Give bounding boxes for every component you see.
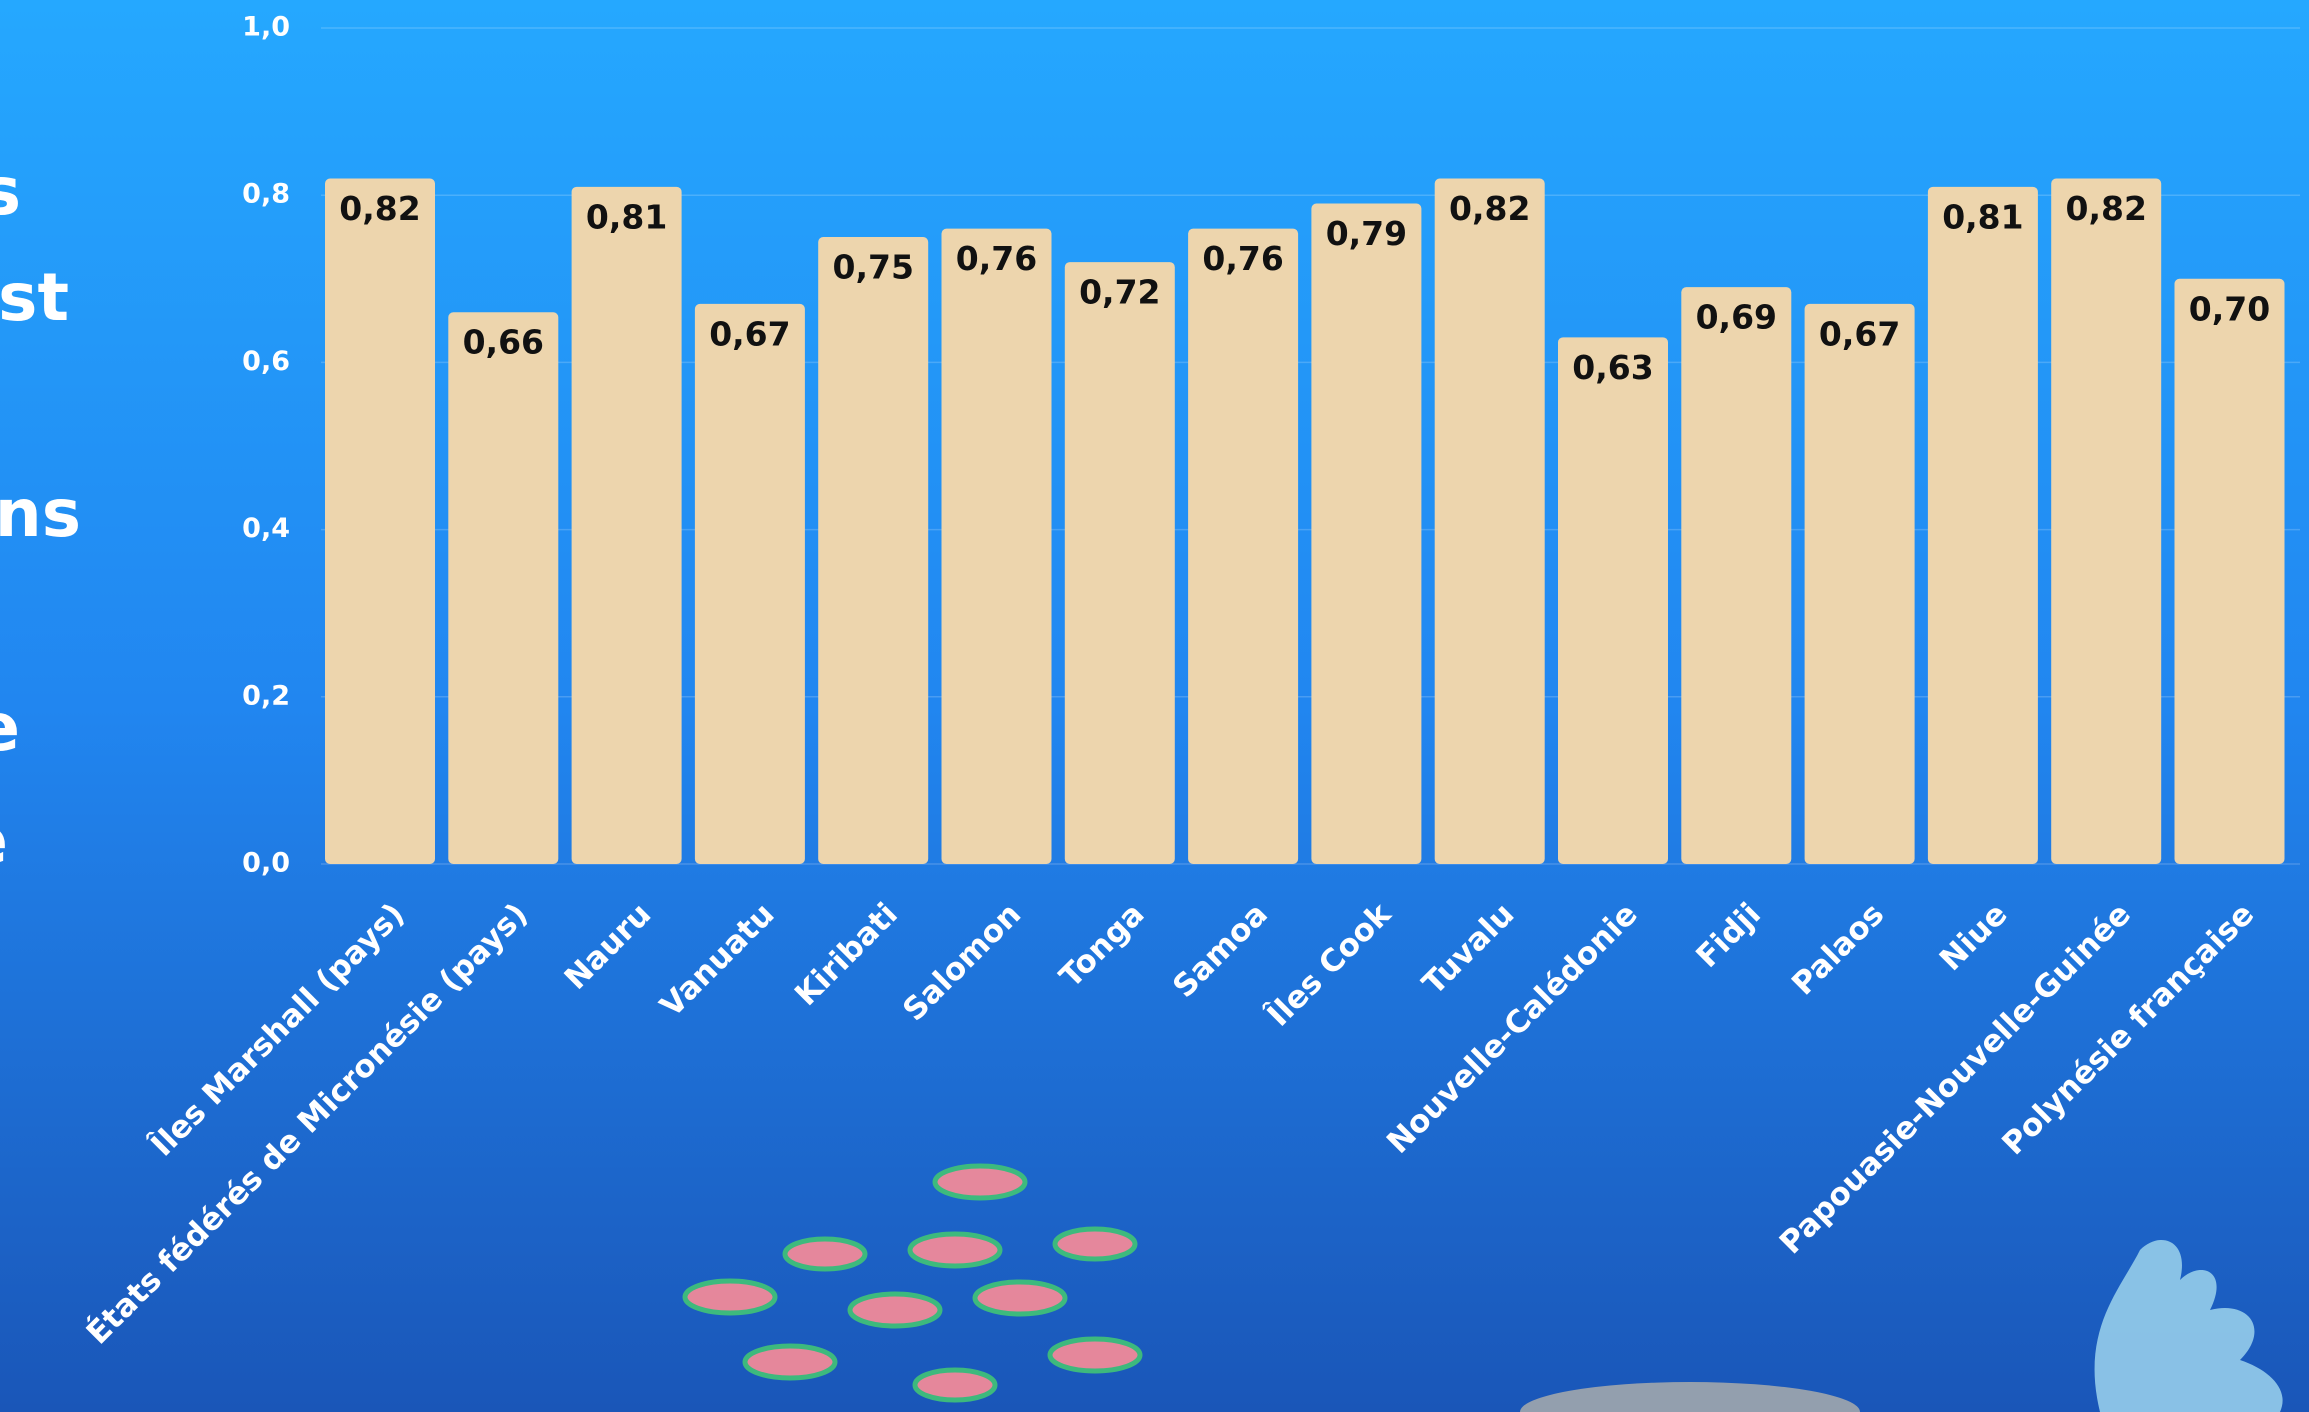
y-tick-label: 0,6: [242, 346, 290, 377]
bar: [1188, 228, 1299, 864]
value-label: 0,69: [1696, 298, 1777, 337]
value-label: 0,63: [1572, 348, 1653, 387]
value-label: 0,70: [2189, 289, 2270, 328]
bar: [325, 178, 435, 865]
value-label: 0,82: [339, 189, 420, 228]
side-text: .: [0, 914, 6, 991]
value-label: 0,76: [956, 239, 1037, 278]
value-label: 0,79: [1326, 214, 1407, 253]
value-label: 0,66: [463, 323, 544, 362]
side-text: ns: [0, 475, 81, 552]
bar: [448, 312, 559, 864]
value-label: 0,81: [586, 197, 667, 236]
bar: [1434, 178, 1545, 865]
bar: [1927, 186, 2038, 865]
bar: [2174, 278, 2285, 864]
side-text: e: [0, 689, 20, 766]
side-text: st: [0, 259, 69, 336]
value-label: 0,67: [1819, 314, 1900, 353]
value-label: 0,76: [1202, 239, 1283, 278]
y-tick-label: 0,2: [242, 680, 290, 711]
side-text: s: [0, 153, 21, 230]
value-label: 0,82: [1449, 189, 1530, 228]
bar: [1681, 287, 1792, 864]
bar: [1558, 337, 1668, 864]
bar: [571, 186, 682, 865]
decoration: [682, 1163, 2283, 1412]
bar: [941, 228, 1052, 864]
value-label: 0,67: [709, 314, 790, 353]
bar: [694, 303, 805, 864]
side-text: e: [0, 802, 8, 879]
value-label: 0,72: [1079, 273, 1160, 312]
y-tick-label: 0,0: [242, 848, 290, 879]
bar: [2051, 178, 2162, 865]
bar: [1311, 203, 1422, 864]
value-label: 0,81: [1942, 197, 2023, 236]
bar: [1804, 303, 1915, 864]
y-tick-label: 0,8: [242, 179, 290, 210]
bar: [818, 237, 929, 864]
value-label: 0,75: [832, 248, 913, 287]
y-tick-label: 1,0: [242, 12, 290, 43]
value-label: 0,82: [2065, 189, 2146, 228]
y-tick-label: 0,4: [242, 513, 290, 544]
bar: [1064, 262, 1175, 865]
